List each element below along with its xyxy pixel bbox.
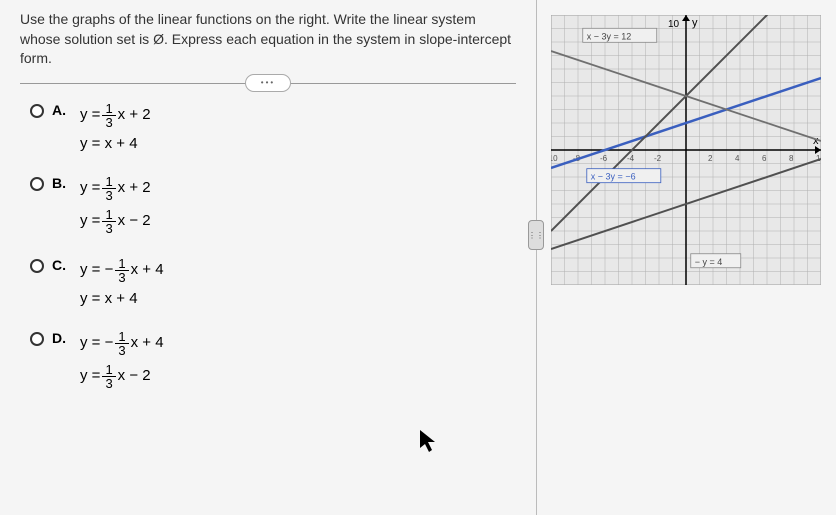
frac-num: 1 — [115, 330, 128, 344]
frac-num: 1 — [102, 208, 115, 222]
eq-tail: x − 2 — [118, 212, 151, 230]
divider: ••• — [20, 83, 516, 84]
frac-den: 3 — [102, 189, 115, 202]
frac-den: 3 — [115, 344, 128, 357]
eq-tail: x + 4 — [131, 334, 164, 352]
option-a-eq1: y = 1 3 x + 2 — [80, 102, 151, 129]
frac-num: 1 — [115, 257, 128, 271]
equations-c: y = − 1 3 x + 4 y = x + 4 — [80, 257, 164, 314]
eq-lhs: y = − — [80, 334, 113, 352]
fraction: 1 3 — [102, 175, 115, 202]
radio-a[interactable] — [30, 104, 44, 118]
option-d-eq1: y = − 1 3 x + 4 — [80, 330, 164, 357]
svg-text:-6: -6 — [600, 154, 608, 163]
frac-den: 3 — [102, 116, 115, 129]
svg-text:6: 6 — [762, 154, 767, 163]
main-container: Use the graphs of the linear functions o… — [0, 0, 836, 515]
option-label-d: D. — [52, 330, 70, 346]
frac-den: 3 — [102, 377, 115, 390]
eq-lhs: y = — [80, 367, 100, 385]
fraction: 1 3 — [102, 102, 115, 129]
question-panel: Use the graphs of the linear functions o… — [0, 0, 536, 515]
svg-text:x − 3y = 12: x − 3y = 12 — [587, 31, 632, 41]
svg-text:− y = 4: − y = 4 — [695, 257, 723, 267]
option-c-eq1: y = − 1 3 x + 4 — [80, 257, 164, 284]
equations-a: y = 1 3 x + 2 y = x + 4 — [80, 102, 151, 159]
frac-num: 1 — [102, 175, 115, 189]
question-text: Use the graphs of the linear functions o… — [20, 10, 516, 69]
option-b-eq2: y = 1 3 x − 2 — [80, 208, 151, 235]
option-d[interactable]: D. y = − 1 3 x + 4 y = 1 3 — [30, 330, 516, 396]
equations-d: y = − 1 3 x + 4 y = 1 3 x − 2 — [80, 330, 164, 396]
frac-num: 1 — [102, 102, 115, 116]
radio-d[interactable] — [30, 332, 44, 346]
svg-text:4: 4 — [735, 154, 740, 163]
graph-panel: ⋮⋮ xy10-10-8-6-4-2246810x − 3y = 12x − 3… — [536, 0, 836, 515]
radio-c[interactable] — [30, 259, 44, 273]
eq-lhs: y = — [80, 106, 100, 124]
frac-den: 3 — [102, 222, 115, 235]
fraction: 1 3 — [115, 257, 128, 284]
more-pill[interactable]: ••• — [245, 74, 291, 92]
option-a-eq2: y = x + 4 — [80, 135, 151, 153]
frac-num: 1 — [102, 363, 115, 377]
svg-text:-2: -2 — [654, 154, 662, 163]
eq-tail: x + 4 — [131, 261, 164, 279]
option-d-eq2: y = 1 3 x − 2 — [80, 363, 164, 390]
eq-tail: x + 2 — [118, 106, 151, 124]
svg-text:2: 2 — [708, 154, 713, 163]
svg-text:x − 3y = −6: x − 3y = −6 — [591, 172, 636, 182]
option-b-eq1: y = 1 3 x + 2 — [80, 175, 151, 202]
frac-den: 3 — [115, 271, 128, 284]
option-label-c: C. — [52, 257, 70, 273]
radio-b[interactable] — [30, 177, 44, 191]
graph[interactable]: xy10-10-8-6-4-2246810x − 3y = 12x − 3y =… — [551, 15, 821, 285]
svg-text:8: 8 — [789, 154, 794, 163]
option-label-b: B. — [52, 175, 70, 191]
options-group: A. y = 1 3 x + 2 y = x + 4 B. — [20, 102, 516, 396]
fraction: 1 3 — [102, 208, 115, 235]
option-c-eq2: y = x + 4 — [80, 290, 164, 308]
eq-lhs: y = — [80, 179, 100, 197]
svg-text:x: x — [813, 135, 819, 147]
drag-handle[interactable]: ⋮⋮ — [528, 220, 544, 250]
svg-text:-4: -4 — [627, 154, 635, 163]
eq-tail: x − 2 — [118, 367, 151, 385]
equations-b: y = 1 3 x + 2 y = 1 3 x − 2 — [80, 175, 151, 241]
svg-text:y: y — [692, 17, 698, 29]
option-c[interactable]: C. y = − 1 3 x + 4 y = x + 4 — [30, 257, 516, 314]
panel-divider — [536, 0, 537, 515]
option-label-a: A. — [52, 102, 70, 118]
fraction: 1 3 — [115, 330, 128, 357]
option-a[interactable]: A. y = 1 3 x + 2 y = x + 4 — [30, 102, 516, 159]
svg-text:10: 10 — [668, 19, 680, 30]
eq-lhs: y = — [80, 212, 100, 230]
eq-tail: x + 2 — [118, 179, 151, 197]
eq-lhs: y = − — [80, 261, 113, 279]
fraction: 1 3 — [102, 363, 115, 390]
svg-text:-10: -10 — [551, 154, 558, 163]
option-b[interactable]: B. y = 1 3 x + 2 y = 1 3 — [30, 175, 516, 241]
